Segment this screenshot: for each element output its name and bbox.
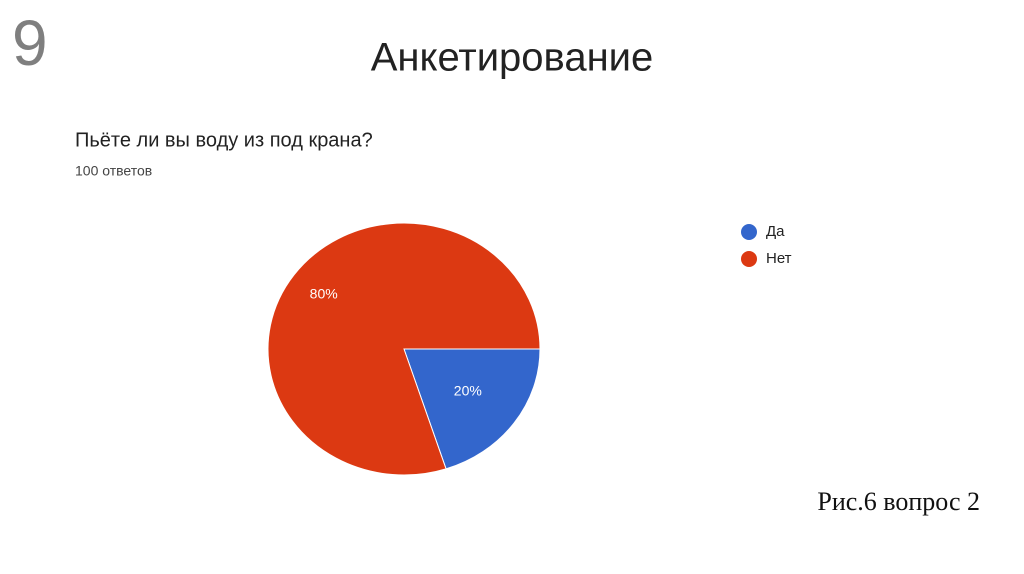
legend-label: Да (766, 223, 785, 240)
slide-number: 9 (12, 7, 48, 79)
pie-slice (403, 348, 541, 470)
legend-marker (741, 224, 757, 240)
slide-title: Анкетирование (371, 36, 654, 80)
slice-label: 80% (310, 286, 338, 302)
chart-subtitle: 100 ответов (75, 163, 152, 179)
pie-slice (267, 222, 541, 476)
slice-label: 20% (454, 383, 482, 399)
chart-title: Пьёте ли вы воду из под крана? (75, 129, 373, 151)
legend-marker (741, 251, 757, 267)
caption: Рис.6 вопрос 2 (817, 487, 980, 516)
legend-label: Нет (766, 250, 792, 267)
